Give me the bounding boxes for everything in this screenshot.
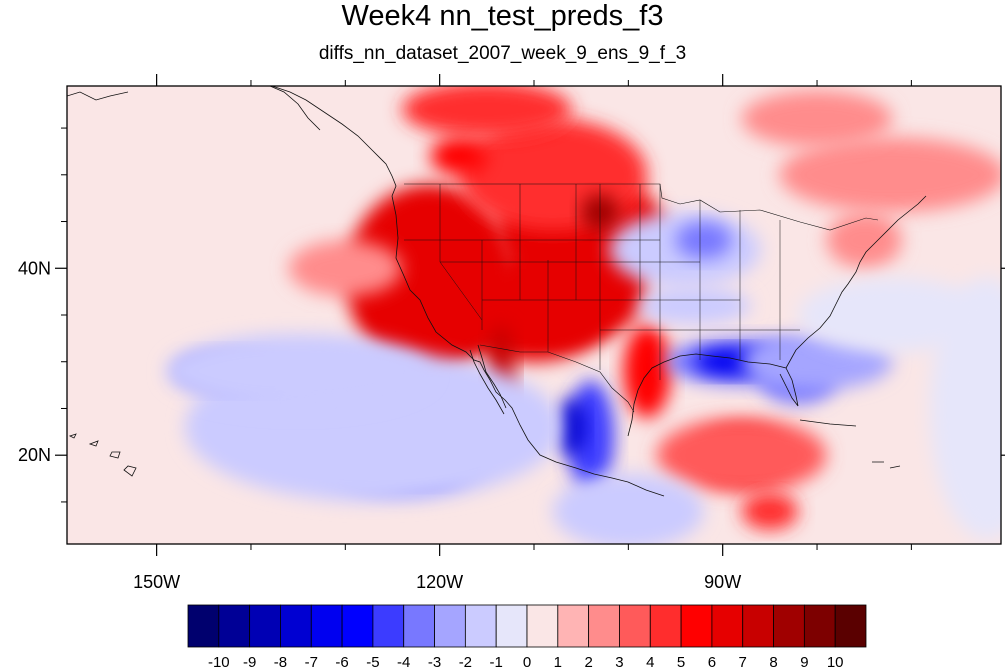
colorbar-swatch (526, 604, 559, 648)
plot-title: Week4 nn_test_preds_f3 (341, 0, 664, 32)
field-anomaly-patch (623, 324, 671, 418)
field-anomaly-patch (798, 277, 987, 353)
field-anomaly-patch (675, 221, 733, 259)
colorbar-label: 2 (584, 654, 592, 671)
colorbar-swatch (619, 604, 651, 648)
colorbar-label: 7 (739, 654, 747, 671)
hawaii-islands (68, 433, 137, 477)
alaska-coastline (67, 86, 321, 131)
colorbar-label: 0 (523, 654, 531, 671)
atlantic-coastline (785, 195, 927, 369)
pacific-nw-coastline (271, 86, 397, 197)
x-tick-label: 150W (133, 572, 180, 592)
colorbar-swatch (403, 604, 435, 648)
colorbar-label: 9 (800, 654, 808, 671)
x-axis-ticks: 150W 120W 90W (133, 74, 912, 592)
colorbar-label: 10 (827, 654, 844, 671)
field-anomaly-patch (288, 240, 402, 297)
colorbar-swatch (310, 604, 343, 648)
colorbar-swatch (434, 604, 466, 648)
colorbar-label: 4 (646, 654, 654, 671)
field-anomaly-patch (779, 137, 1001, 213)
colorbar-label: -5 (366, 654, 379, 671)
field-anomaly-patch (401, 86, 572, 138)
caribbean-islands (799, 419, 901, 469)
field-anomaly-patch (637, 286, 751, 325)
colorbar-swatch (372, 604, 405, 648)
colorbar-swatch (711, 604, 744, 648)
colorbar-swatch (773, 604, 805, 648)
border-lines (404, 183, 879, 413)
colorbar-swatch (742, 604, 774, 648)
field-anomaly-patch (557, 399, 586, 456)
colorbar-label: -9 (243, 654, 256, 671)
colorbar-label: -8 (274, 654, 287, 671)
colorbar-swatch (464, 604, 497, 648)
field-anomaly-patch (552, 473, 704, 544)
y-tick-label: 20N (18, 445, 51, 465)
colorbar-label: 5 (677, 654, 685, 671)
colorbar-swatch (249, 604, 281, 648)
gulf-coastline (627, 353, 799, 437)
field-anomaly-patch (930, 277, 1001, 540)
y-axis-ticks: 40N 20N (18, 127, 1005, 503)
field-anomaly-patch (430, 137, 487, 175)
y-tick-label: 40N (18, 258, 51, 278)
colorbar-label: -3 (428, 654, 441, 671)
colorbar-swatch (341, 604, 374, 648)
field-anomaly-patch (656, 417, 827, 493)
plot-subtitle: diffs_nn_dataset_2007_week_9_ens_9_f_3 (318, 43, 687, 64)
colorbar-label: 8 (769, 654, 777, 671)
heatmap-field (67, 86, 1001, 544)
colorbar-label: -4 (397, 654, 410, 671)
baja-coastline (469, 344, 507, 415)
colorbar-label: 3 (615, 654, 623, 671)
colorbar-label: -7 (305, 654, 318, 671)
colorbar-swatch (834, 604, 867, 648)
colorbar-swatch (680, 604, 713, 648)
colorbar-swatch (557, 604, 590, 648)
colorbar-swatch (588, 604, 620, 648)
x-tick-label: 120W (416, 572, 463, 592)
colorbar-swatch (495, 604, 528, 648)
us-mexico-coastline (391, 195, 665, 497)
field-anomaly-patch (741, 492, 799, 530)
colorbar-swatch (218, 604, 251, 648)
state-lines (404, 184, 800, 380)
colorbar-label: -6 (335, 654, 348, 671)
field-anomaly-patch (741, 90, 893, 147)
colorbar-swatch (187, 604, 220, 648)
field-anomaly-patch (826, 212, 902, 269)
field-anomaly-patch (166, 333, 431, 409)
colorbar-label: 6 (708, 654, 716, 671)
colorbar-label: -10 (208, 654, 230, 671)
x-tick-label: 90W (704, 572, 741, 592)
colorbar-label: -1 (490, 654, 503, 671)
colorbar-label: -2 (459, 654, 472, 671)
coastlines (67, 86, 927, 497)
colorbar-swatch (280, 604, 312, 648)
colorbar-label: 1 (554, 654, 562, 671)
colorbar-swatch (803, 604, 836, 648)
colorbar-swatch (649, 604, 682, 648)
